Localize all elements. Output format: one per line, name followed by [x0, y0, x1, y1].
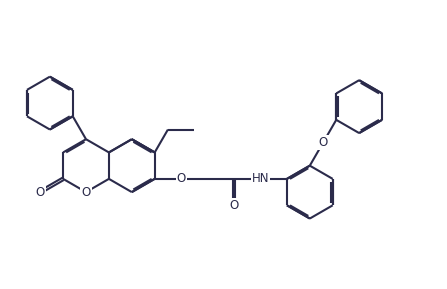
- Text: HN: HN: [252, 172, 269, 185]
- Text: O: O: [318, 136, 328, 149]
- Text: O: O: [36, 186, 45, 199]
- Text: O: O: [177, 172, 186, 185]
- Text: O: O: [81, 186, 91, 199]
- Text: O: O: [229, 199, 239, 212]
